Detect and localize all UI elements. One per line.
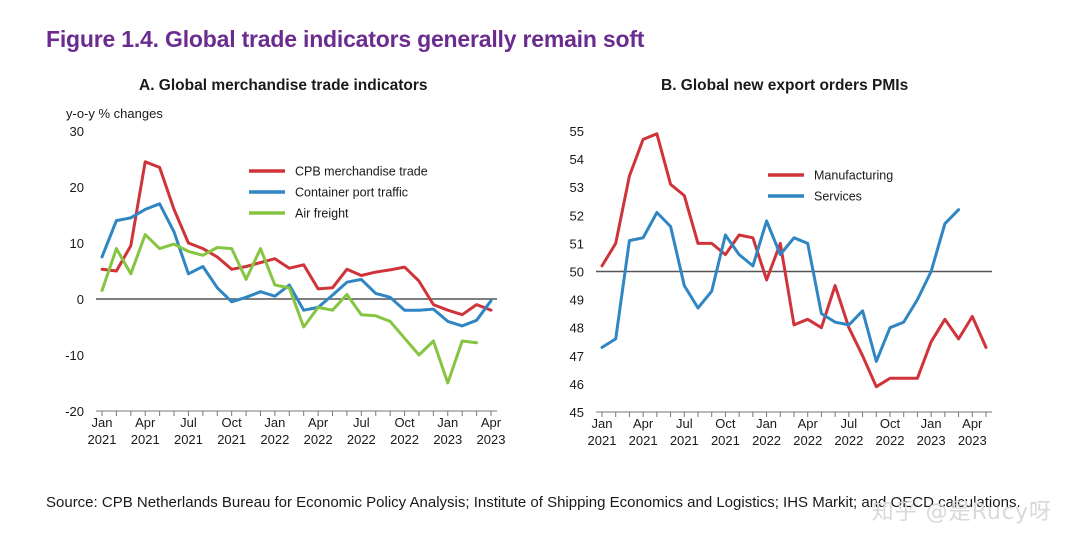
panel-b-x-tick-label: Jan: [756, 416, 777, 431]
panel-b-x-tick-label: Apr: [633, 416, 654, 431]
panel-b-title: B. Global new export orders PMIs: [661, 77, 909, 94]
panel-a-legend-label: Container port traffic: [295, 186, 408, 200]
panel-b-x-tick-label-year: 2021: [711, 433, 740, 448]
panel-a-x-tick-label: Jan: [264, 415, 285, 430]
panel-a-x-tick-label: Oct: [222, 415, 243, 430]
panel-b-x-tick-label: Jul: [841, 416, 858, 431]
panel-b-x-tick-label-year: 2022: [752, 433, 781, 448]
panel-a-y-tick-label: -20: [65, 404, 84, 419]
panel-b-chart: 55 54 53 52 51 50 49 48 47 46 45 Jan 2021 Apr 2021 Jul 2…: [570, 124, 992, 448]
panel-b-x-tick-label: Jan: [921, 416, 942, 431]
panel-a-x-tick-label-year: 2022: [347, 432, 376, 447]
panel-a-x-tick-label-year: 2022: [260, 432, 289, 447]
panel-a-y-tick-label: -10: [65, 348, 84, 363]
panel-a-y-tick-label: 10: [70, 236, 84, 251]
panel-b-x-tick-label-year: 2021: [670, 433, 699, 448]
panel-a-series-line-1: [100, 160, 493, 317]
panel-a-y-tick-label: 30: [70, 124, 84, 139]
panel-a-title: A. Global merchandise trade indicators: [139, 77, 428, 94]
panel-b-x-tick-label: Jul: [676, 416, 693, 431]
panel-a-x-tick-label-year: 2021: [131, 432, 160, 447]
panel-a-x-tick-label-year: 2021: [174, 432, 203, 447]
panel-b-x-tick-label-year: 2021: [629, 433, 658, 448]
panel-b-y-tick-label: 51: [570, 236, 584, 251]
panel-a-x-tick-label: Apr: [308, 415, 329, 430]
panel-b-y-tick-label: 55: [570, 124, 584, 139]
panel-b-x-tick-label-year: 2021: [588, 433, 617, 448]
panel-b-y-tick-label: 54: [570, 152, 584, 167]
panel-b-y-tick-label: 46: [570, 377, 584, 392]
panel-a-ylabel: y-o-y % changes: [66, 106, 163, 121]
panel-b-y-tick-label: 52: [570, 208, 584, 223]
panel-a-y-tick-label: 0: [77, 292, 84, 307]
source-note: Source: CPB Netherlands Bureau for Econo…: [46, 494, 1021, 511]
panel-a-series-line-2: [100, 202, 493, 328]
panel-a-x-tick-label: Jul: [353, 415, 370, 430]
panel-b-x-tick-label-year: 2022: [876, 433, 905, 448]
panel-a-legend-label: CPB merchandise trade: [295, 165, 428, 179]
panel-a-x-tick-label: Jan: [437, 415, 458, 430]
panel-a-x-tick-label-year: 2022: [390, 432, 419, 447]
panel-b-x-tick-label-year: 2022: [793, 433, 822, 448]
panel-a-x-tick-label: Jan: [92, 415, 113, 430]
panel-b-y-tick-label: 50: [570, 265, 584, 280]
panel-a-x-tick-label-year: 2023: [433, 432, 462, 447]
panel-b-y-tick-label: 48: [570, 321, 584, 336]
panel-b-y-tick-label: 45: [570, 405, 584, 420]
panel-a-x-tick-label: Apr: [135, 415, 156, 430]
panel-b-legend-label: Services: [814, 190, 862, 204]
panel-b-x-tick-label: Oct: [880, 416, 901, 431]
panel-a-x-tick-label-year: 2021: [88, 432, 117, 447]
panel-a-chart: 30 20 10 0 -10 -20 Jan 2021 Apr 2021 Jul 2021 Oct 202…: [65, 124, 506, 447]
panel-a-x-tick-label: Apr: [481, 415, 502, 430]
panel-a-legend-label: Air freight: [295, 207, 349, 221]
panel-b-series-line-2: [600, 208, 961, 363]
figure-title: Figure 1.4. Global trade indicators gene…: [46, 26, 645, 52]
panel-b-y-tick-label: 49: [570, 293, 584, 308]
panel-a-x-tick-label-year: 2021: [217, 432, 246, 447]
panel-a-y-tick-label: 20: [70, 180, 84, 195]
panel-b-x-tick-label: Apr: [962, 416, 983, 431]
panel-b-y-tick-label: 53: [570, 180, 584, 195]
panel-b-legend-label: Manufacturing: [814, 169, 893, 183]
panel-a-x-tick-label-year: 2023: [477, 432, 506, 447]
panel-b-x-tick-label: Jan: [592, 416, 613, 431]
panel-a-x-tick-label: Oct: [394, 415, 415, 430]
panel-b-x-tick-label: Apr: [798, 416, 819, 431]
panel-b-x-tick-label: Oct: [715, 416, 736, 431]
panel-b-x-tick-label-year: 2023: [958, 433, 987, 448]
panel-b-x-tick-label-year: 2022: [834, 433, 863, 448]
panel-a-x-tick-label: Jul: [180, 415, 197, 430]
panel-b-y-tick-label: 47: [570, 349, 584, 364]
panel-a-series-line-3: [100, 233, 479, 385]
watermark: 知乎 @是Rucy呀: [871, 500, 1052, 525]
panel-b-series-line-1: [600, 132, 988, 389]
panel-a-x-tick-label-year: 2022: [304, 432, 333, 447]
panel-b-x-tick-label-year: 2023: [917, 433, 946, 448]
